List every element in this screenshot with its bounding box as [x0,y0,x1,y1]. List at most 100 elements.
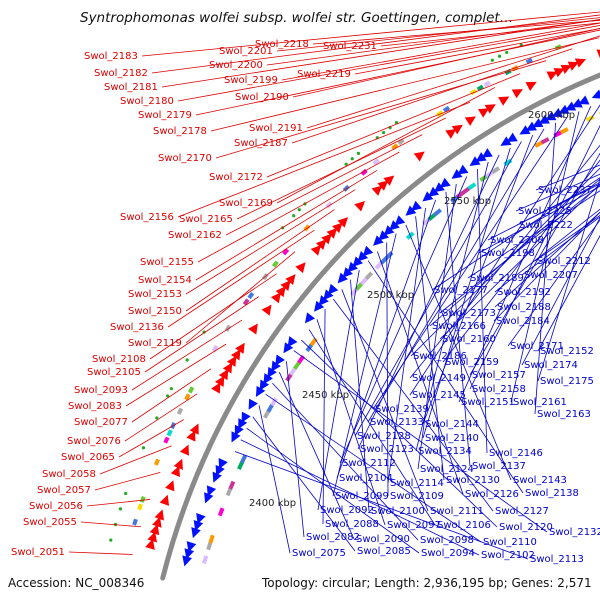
rna-marker [185,358,189,362]
reverse-gene-arrow [327,283,339,295]
reverse-gene-label: Swol_2166 [432,321,486,332]
reverse-gene-label: Swol_2099 [335,491,389,502]
reverse-gene-arrow [538,114,550,124]
leader-line [308,329,436,526]
forward-gene-label: Swol_2119 [128,338,182,349]
forward-gene-label: Swol_2199 [224,75,278,86]
reverse-gene-arrow [571,98,583,108]
leader-line [422,134,534,425]
forward-gene-arrow [525,81,537,91]
forward-gene-label: Swol_2180 [120,96,174,107]
forward-gene-arrow [170,465,181,478]
forward-gene-arrow [165,480,175,492]
forward-gene-arrow [186,430,196,442]
forward-gene-arrow [270,292,281,304]
forward-gene-arrow [560,64,572,74]
reverse-gene-label: Swol_2171 [510,341,564,352]
leader-line [535,164,600,191]
reverse-gene-label: Swol_2137 [472,461,526,472]
forward-gene-arrow [248,323,258,335]
leader-line [306,35,600,129]
forward-gene-label: Swol_2187 [234,138,288,149]
leader-line [125,343,227,407]
reverse-gene-arrow [191,527,201,539]
feature-block [476,84,484,92]
reverse-gene-label: Swol_2128 [357,431,411,442]
feature-block [372,158,380,166]
tick-label: 2450 kbp [302,390,349,401]
feature-block [359,276,369,286]
leader-line [301,339,498,528]
feature-block [364,271,374,281]
leader-line [377,251,464,495]
forward-gene-arrow [179,444,190,456]
feature-block [483,80,491,88]
feature-block [350,287,359,296]
reverse-gene-arrow [558,104,570,114]
leader-line [281,22,600,81]
rna-marker [490,58,494,62]
forward-gene-label: Swol_2191 [249,123,303,134]
feature-block [187,386,195,394]
forward-gene-arrow [477,108,490,118]
label-layer: Swol_2218 Swol_2231 Swol_2201 Swol_2183 Swol… [11,39,600,565]
reverse-gene-label: Swol_2092 [320,505,374,516]
forward-gene-label: Swol_2083 [68,401,122,412]
reverse-gene-label: Swol_2192 [497,287,551,298]
rna-marker [382,131,386,135]
reverse-gene-arrow [591,89,600,99]
forward-gene-arrow [149,524,160,536]
feature-block [271,260,279,268]
reverse-gene-label: Swol_2088 [325,519,379,530]
reverse-gene-arrow [500,136,512,146]
reverse-gene-label: Swol_2237 [538,185,592,196]
reverse-gene-arrow [193,520,204,532]
feature-block [132,518,138,526]
leader-line [422,147,511,439]
reverse-gene-label: Swol_2134 [418,446,472,457]
forward-gene-arrow [553,68,565,78]
leader-line [293,350,548,533]
reverse-gene-label: Swol_2152 [540,346,594,357]
reverse-gene-arrow [234,424,244,436]
rna-marker [169,387,174,391]
reverse-gene-label: Swol_2151 [461,397,515,408]
forward-gene-arrow [310,244,322,256]
feature-block [285,372,293,382]
reverse-gene-label: Swol_2100 [371,506,425,517]
forward-gene-arrow [173,458,183,470]
reverse-gene-label: Swol_2207 [524,270,578,281]
tick-label: 2550 kbp [444,196,491,207]
feature-block [202,555,209,565]
reverse-gene-label: Swol_2173 [442,308,496,319]
reverse-gene-arrow [551,107,563,117]
forward-gene-label: Swol_2150 [128,306,182,317]
reverse-gene-label: Swol_2102 [481,550,535,561]
forward-gene-label: Swol_2200 [209,60,263,71]
leader-line [477,169,488,454]
leader-line [537,234,600,352]
forward-gene-label: Swol_2183 [84,51,138,62]
forward-gene-label: Swol_2155 [140,257,194,268]
reverse-gene-label: Swol_2109 [390,491,444,502]
forward-gene-arrow [222,362,233,374]
leader-line [167,229,315,328]
forward-gene-arrow [326,228,338,239]
forward-gene-label: Swol_2181 [104,82,158,93]
feature-block [237,461,245,470]
feature-block [289,366,297,376]
reverse-gene-label: Swol_2175 [540,376,594,387]
reverse-gene-label: Swol_2189 [470,273,524,284]
leader-line [276,17,600,52]
leader-line [478,185,600,254]
tick-layer: 2600 kbp 2550 kbp 2500 kbp 2450 kbp 2400 kbp [249,110,575,509]
forward-gene-label: Swol_2165 [179,214,233,225]
rna-marker [166,394,170,398]
reverse-gene-arrow [248,398,258,410]
reverse-gene-arrow [287,336,298,348]
leader-line [410,167,600,357]
leader-line [225,134,423,236]
leader-line [405,224,512,481]
reverse-gene-label: Swol_2132 [549,527,600,538]
